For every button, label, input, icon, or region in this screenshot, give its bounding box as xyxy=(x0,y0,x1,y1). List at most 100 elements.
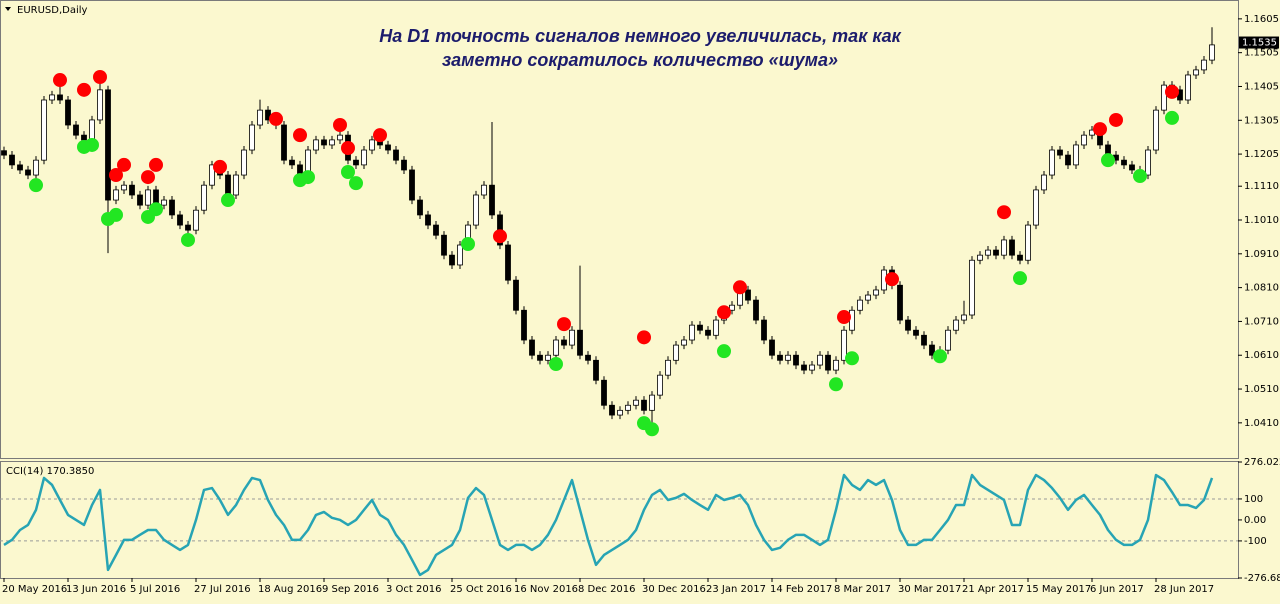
x-tick-label: 9 Sep 2016 xyxy=(322,584,379,595)
candle-body xyxy=(849,309,855,331)
y-tick-label: 1.0810 xyxy=(1244,283,1279,294)
candle-body xyxy=(1145,149,1151,176)
signal-dot xyxy=(301,170,315,185)
signal-dot xyxy=(837,310,851,325)
signal-dot xyxy=(717,305,731,320)
candle-body xyxy=(137,194,143,206)
candle-body xyxy=(481,184,487,196)
candle-body xyxy=(713,319,719,336)
y-tick-label: -100 xyxy=(1244,536,1267,547)
candle-body xyxy=(1033,189,1039,226)
menu-triangle[interactable] xyxy=(5,7,11,11)
candle-body xyxy=(457,244,463,266)
annotation: заметно сократилось количество «шума» xyxy=(442,50,838,70)
y-tick-label: 1.0710 xyxy=(1244,316,1279,327)
candle-body xyxy=(113,189,119,201)
x-tick-label: 5 Jul 2016 xyxy=(130,584,180,595)
signal-dot xyxy=(885,272,899,287)
candle-body xyxy=(1009,239,1015,256)
price-panel-frame xyxy=(0,0,1239,459)
candle-body xyxy=(921,334,927,346)
y-tick-label: 1.1205 xyxy=(1244,149,1279,160)
signal-dot xyxy=(493,229,507,244)
x-tick-label: 28 Jun 2017 xyxy=(1154,584,1214,595)
candle-body xyxy=(449,254,455,266)
candle-body xyxy=(409,169,415,201)
cci-line xyxy=(3,473,1214,577)
signal-dot xyxy=(1101,153,1115,168)
y-tick-label: 1.1305 xyxy=(1244,115,1279,126)
x-tick-label: 15 May 2017 xyxy=(1026,584,1091,595)
candle-body xyxy=(241,149,247,176)
candle-body xyxy=(97,89,103,121)
candle-body xyxy=(25,169,31,176)
candle-body xyxy=(865,294,871,301)
candle-body xyxy=(313,139,319,151)
signal-dot xyxy=(717,344,731,359)
candle-body xyxy=(9,154,15,166)
candle-body xyxy=(169,199,175,216)
candle-body xyxy=(641,399,647,411)
candle-body xyxy=(913,329,919,336)
candle-body xyxy=(105,89,111,201)
signal-dot xyxy=(1165,110,1179,125)
signal-dot xyxy=(93,70,107,85)
candle-body xyxy=(473,194,479,226)
y-tick-label: 276.0221 xyxy=(1244,457,1280,468)
candle-body xyxy=(1001,239,1007,256)
candle-body xyxy=(1073,144,1079,166)
y-tick-label: 0.00 xyxy=(1244,515,1266,526)
signal-dot xyxy=(181,232,195,247)
candle-body xyxy=(321,139,327,146)
candle-body xyxy=(417,199,423,216)
y-tick-label: 1.1110 xyxy=(1244,181,1279,192)
candle-body xyxy=(1017,254,1023,261)
candle-body xyxy=(17,164,23,171)
candle-body xyxy=(529,339,535,356)
candle-body xyxy=(761,319,767,341)
y-tick-label: 1.1405 xyxy=(1244,81,1279,92)
candle-body xyxy=(969,259,975,316)
candle-body xyxy=(193,209,199,231)
candle-body xyxy=(793,354,799,366)
candle-body xyxy=(361,149,367,166)
candle-body xyxy=(985,249,991,256)
candle-body xyxy=(993,249,999,256)
signal-dot xyxy=(1109,112,1123,127)
y-tick-label: 1.1010 xyxy=(1244,215,1279,226)
signal-dot xyxy=(149,157,163,172)
x-tick-label: 13 Jun 2016 xyxy=(66,584,126,595)
candle-body xyxy=(49,94,55,101)
candle-body xyxy=(1161,84,1167,111)
candle-body xyxy=(953,319,959,331)
candle-body xyxy=(649,394,655,411)
y-tick-label: 1.0910 xyxy=(1244,249,1279,260)
candle-body xyxy=(513,279,519,311)
candle-body xyxy=(1153,109,1159,151)
candle-body xyxy=(617,409,623,416)
signal-dot xyxy=(29,178,43,193)
candle-body xyxy=(753,299,759,321)
x-tick-label: 18 Aug 2016 xyxy=(258,584,322,595)
candle-body xyxy=(929,344,935,356)
signal-dot xyxy=(733,280,747,295)
signal-dot xyxy=(341,165,355,180)
candle-body xyxy=(441,234,447,256)
signal-dot xyxy=(1093,122,1107,137)
candle-body xyxy=(905,319,911,331)
y-tick-label: 1.1505 xyxy=(1244,48,1279,59)
candle-body xyxy=(785,354,791,361)
signal-dot xyxy=(549,357,563,372)
signal-dot xyxy=(117,157,131,172)
candle-body xyxy=(689,324,695,341)
candle-body xyxy=(161,199,167,206)
candle-body xyxy=(601,379,607,406)
candle-body xyxy=(73,124,79,136)
y-tick-label: 1.0510 xyxy=(1244,384,1279,395)
candle-body xyxy=(585,354,591,361)
signal-dot xyxy=(213,159,227,174)
candle-body xyxy=(577,329,583,356)
candle-body xyxy=(401,159,407,171)
candle-body xyxy=(825,354,831,371)
